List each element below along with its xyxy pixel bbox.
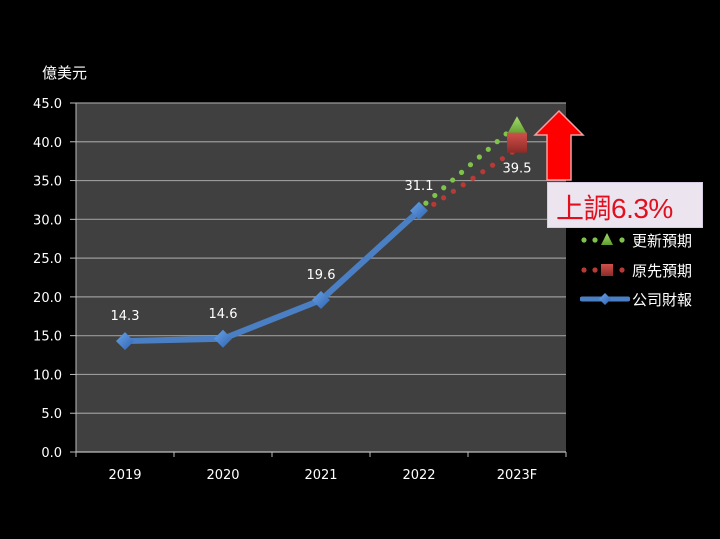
y-axis-unit-label: 億美元 bbox=[42, 64, 88, 82]
y-tick-label: 30.0 bbox=[33, 213, 62, 228]
x-tick-label: 2021 bbox=[304, 468, 337, 483]
legend-item-original-forecast: 原先預期 bbox=[580, 258, 720, 282]
y-tick-label: 20.0 bbox=[33, 291, 62, 306]
data-label: 14.6 bbox=[209, 307, 238, 322]
data-labels: 14.3 14.6 19.6 31.1 39.5 bbox=[111, 162, 532, 324]
diamond-line-icon bbox=[580, 293, 630, 305]
series-line bbox=[124, 208, 422, 345]
triangle-marker bbox=[507, 116, 527, 135]
legend-label: 原先預期 bbox=[632, 262, 693, 280]
y-tick-label: 25.0 bbox=[33, 252, 62, 267]
plot-area bbox=[76, 103, 566, 452]
legend-label: 更新預期 bbox=[632, 232, 693, 250]
diamond-marker bbox=[214, 329, 232, 348]
data-label: 39.5 bbox=[503, 162, 532, 177]
x-tick-label: 2023F bbox=[497, 468, 538, 483]
data-label: 14.3 bbox=[111, 309, 140, 324]
y-tick-label: 40.0 bbox=[33, 136, 62, 151]
y-tick-label: 15.0 bbox=[33, 330, 62, 345]
data-label: 19.6 bbox=[307, 268, 336, 283]
gridlines bbox=[76, 102, 566, 414]
y-tick-label: 35.0 bbox=[33, 175, 62, 190]
diamond-marker bbox=[312, 290, 330, 309]
series bbox=[116, 116, 527, 351]
x-tick-label: 2020 bbox=[206, 468, 239, 483]
square-marker bbox=[507, 132, 527, 153]
x-tick-label: 2022 bbox=[402, 468, 435, 483]
up-arrow-icon bbox=[533, 109, 585, 181]
diamond-marker bbox=[116, 332, 134, 351]
y-tick-label: 5.0 bbox=[41, 407, 62, 422]
adjustment-callout: 上調6.3% bbox=[547, 182, 703, 228]
data-label: 31.1 bbox=[405, 179, 434, 194]
legend-item-company-financials: 公司財報 bbox=[580, 287, 720, 311]
triangle-marker-icon bbox=[581, 233, 625, 245]
square-marker-icon bbox=[581, 264, 625, 276]
legend-label: 公司財報 bbox=[632, 291, 693, 309]
axes: 0.0 5.0 10.0 15.0 20.0 25.0 30.0 35.0 40.0 45.0 20… bbox=[33, 97, 567, 483]
legend-item-updated-forecast: 更新預期 bbox=[580, 228, 720, 252]
diamond-marker bbox=[410, 201, 428, 220]
y-tick-label: 45.0 bbox=[33, 97, 62, 112]
y-tick-label: 0.0 bbox=[41, 446, 62, 461]
callout-text: 上調6.3% bbox=[556, 193, 673, 224]
x-tick-label: 2019 bbox=[108, 468, 141, 483]
y-tick-label: 10.0 bbox=[33, 368, 62, 383]
